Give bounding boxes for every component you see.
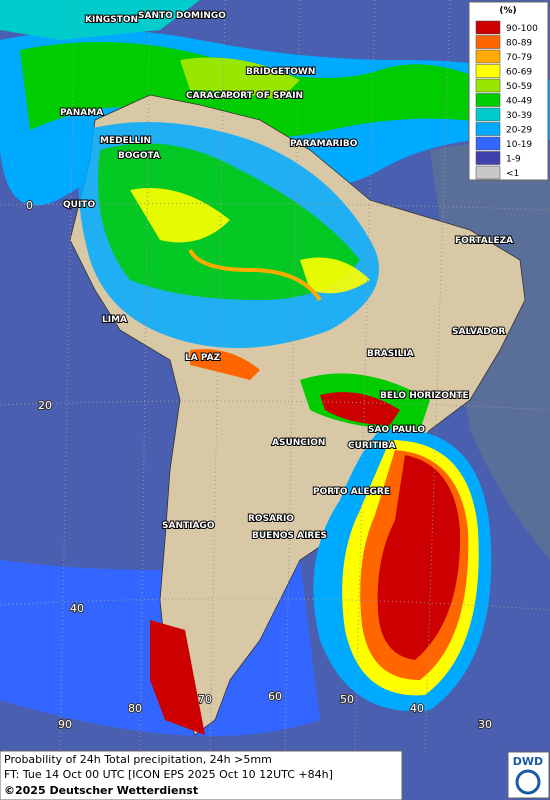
legend-label: 80-89: [506, 39, 532, 49]
legend-swatch: [475, 136, 501, 151]
logo-box: [507, 751, 550, 799]
precip-area: [130, 188, 370, 294]
legend-label: 90-100: [506, 24, 538, 34]
lon-label: 80: [128, 702, 142, 715]
logo: DWD: [513, 755, 543, 768]
city-label: MEDELLIN: [100, 136, 151, 146]
city-label: BRASILIA: [367, 349, 414, 359]
legend-swatch: [475, 107, 501, 122]
lon-label: 70: [198, 693, 212, 706]
city-label: KINGSTON: [85, 15, 138, 25]
lon-label: 30: [478, 718, 492, 731]
lon-label: 40: [410, 702, 424, 715]
city-label: PORTO ALEGRE: [313, 487, 390, 497]
legend-label: 10-19: [506, 140, 532, 150]
city-label: SAO PAULO: [368, 425, 425, 435]
city-label: LIMA: [102, 315, 127, 325]
city-label: BELO HORIZONTE: [380, 391, 469, 401]
legend-swatch: [475, 20, 501, 35]
city-label: BUENOS AIRES: [252, 531, 327, 541]
legend-label: 60-69: [506, 68, 532, 78]
city-label: ROSARIO: [248, 514, 294, 524]
legend-swatch: [475, 64, 501, 78]
footer: [0, 750, 403, 800]
legend-label: 40-49: [506, 97, 532, 107]
legend-swatch: [475, 78, 501, 93]
city-label: SALVADOR: [452, 327, 505, 337]
legend-swatch: [475, 165, 501, 180]
legend-swatch: [475, 35, 501, 49]
legend-label: 70-79: [506, 53, 532, 63]
legend-title: (%): [499, 6, 516, 16]
city-label: ASUNCION: [272, 438, 325, 448]
precip-area: [150, 620, 205, 735]
footer-line: Probability of 24h Total precipitation, …: [4, 753, 272, 766]
city-label: SANTO DOMINGO: [138, 11, 226, 21]
city-label: BRIDGETOWN: [246, 67, 315, 77]
legend-swatch: [475, 122, 501, 136]
legend-label: 50-59: [506, 82, 532, 92]
city-label: BOGOTA: [118, 151, 160, 161]
legend-swatch: [475, 93, 501, 107]
precip-area: [377, 455, 461, 660]
city-label: CARACAS: [186, 91, 234, 101]
legend-swatch: [475, 151, 501, 165]
lat-label: 20: [38, 399, 52, 412]
city-label: PARAMARIBO: [290, 139, 358, 149]
legend-label: 20-29: [506, 126, 532, 136]
lat-label: 0: [26, 199, 33, 212]
city-label: LA PAZ: [185, 353, 221, 363]
city-label: SANTIAGO: [162, 521, 215, 531]
city-label: PANAMA: [60, 108, 103, 118]
lon-label: 90: [58, 718, 72, 731]
precip-band: [0, 0, 200, 40]
city-label: QUITO: [63, 200, 95, 210]
lon-label: 50: [340, 693, 354, 706]
precip-band: [180, 57, 300, 100]
city-label: CURITIBA: [348, 441, 396, 451]
legend-label: <1: [506, 169, 519, 179]
lon-label: 60: [268, 690, 282, 703]
legend-label: 30-39: [506, 111, 532, 121]
precip-area: [188, 248, 322, 302]
precip-area: [320, 392, 400, 425]
city-label: PORT OF SPAIN: [226, 91, 303, 101]
precip-area: [190, 349, 260, 380]
footer-line: FT: Tue 14 Oct 00 UTC [ICON EPS 2025 Oct…: [4, 768, 333, 781]
legend-swatch: [475, 49, 501, 64]
copyright: ©2025 Deutscher Wetterdienst: [4, 784, 198, 797]
logo-icon: [515, 769, 541, 795]
city-label: FORTALEZA: [455, 236, 513, 246]
lat-label: 40: [70, 602, 84, 615]
legend-label: 1-9: [506, 155, 521, 165]
